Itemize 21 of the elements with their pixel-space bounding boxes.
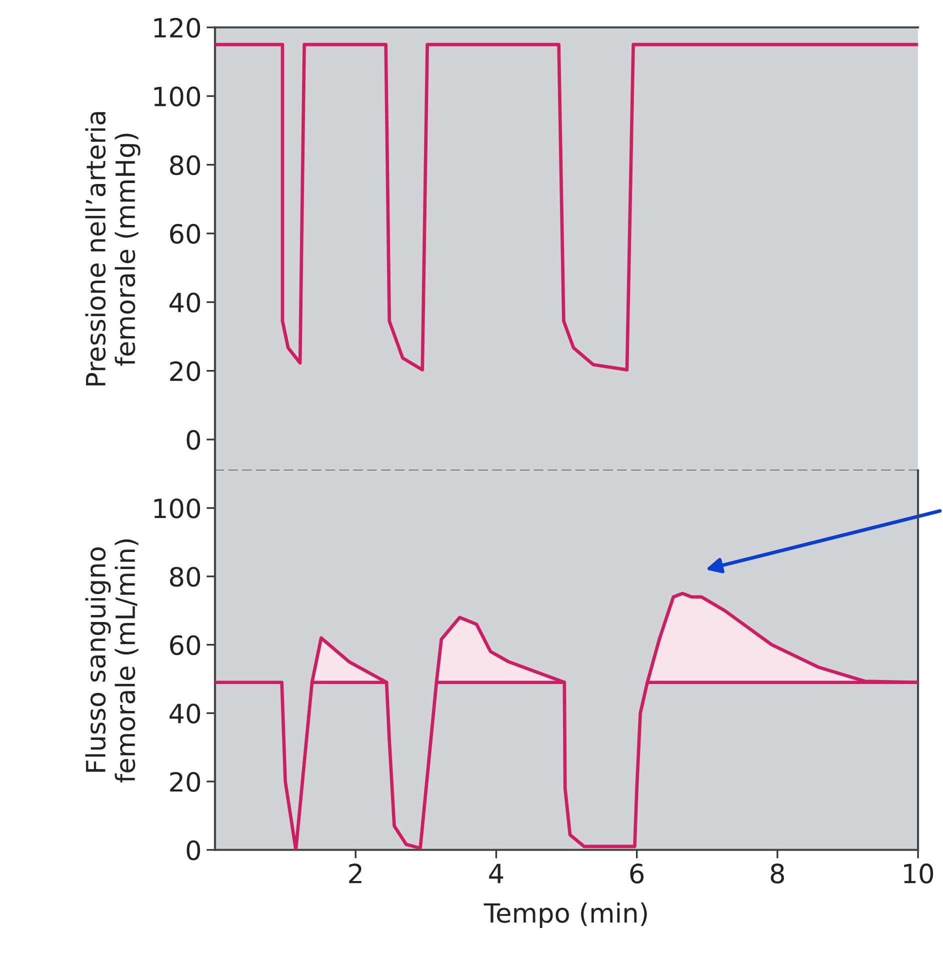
x-tick-label: 6 <box>630 864 644 884</box>
y-tick-label: 20 <box>170 772 200 792</box>
y-tick-label: 40 <box>170 704 200 724</box>
y-tick-label: 40 <box>170 292 200 313</box>
x-axis-title: Tempo (min) <box>484 902 647 928</box>
x-tick-label: 2 <box>349 864 362 884</box>
x-tick-label: 4 <box>489 864 504 884</box>
y-tick-label: 80 <box>170 155 200 176</box>
y-tick-label: 0 <box>186 840 200 860</box>
y-tick-label: 120 <box>154 18 200 38</box>
x-tick-label: 10 <box>904 864 934 884</box>
y-tick-label: 100 <box>154 498 200 518</box>
y-tick-label: 80 <box>170 566 200 587</box>
x-tick-label: 8 <box>770 864 784 884</box>
y-axis-title: Pressione nell’arteria femorale (mmHg) <box>85 112 140 386</box>
y-axis-title: Flusso sanguigno femorale (mL/min) <box>85 539 138 783</box>
y-tick-label: 20 <box>170 361 200 382</box>
y-tick-label: 100 <box>154 86 200 106</box>
y-tick-label: 60 <box>170 635 200 656</box>
y-tick-label: 60 <box>170 224 200 244</box>
y-tick-label: 0 <box>186 430 200 450</box>
